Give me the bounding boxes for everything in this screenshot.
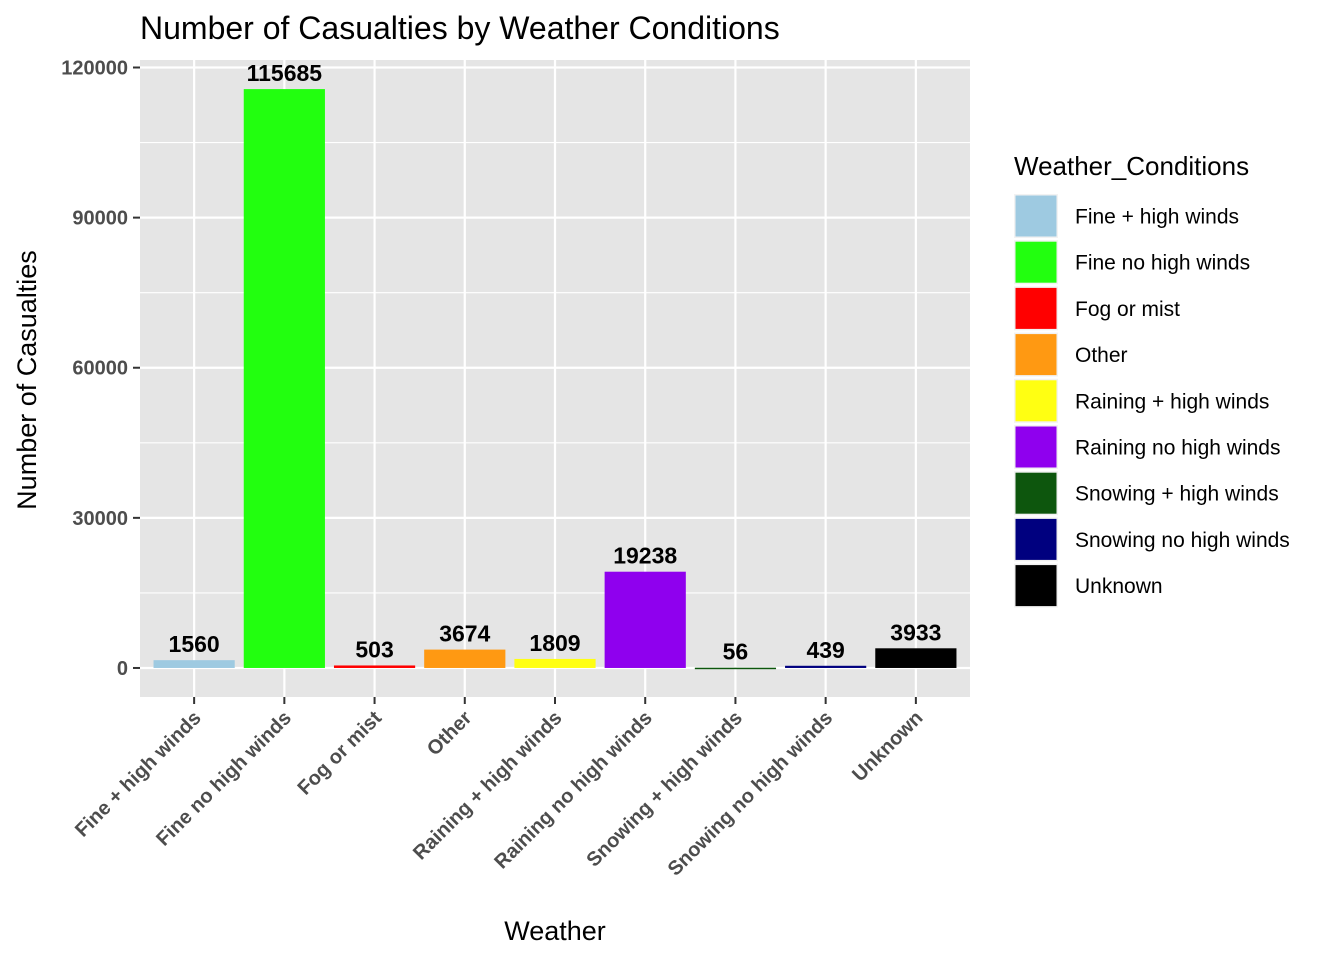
bar-snowing-high-winds xyxy=(694,667,777,670)
y-tick-label: 0 xyxy=(117,658,128,680)
y-tick-label: 60000 xyxy=(72,358,128,380)
data-label: 1560 xyxy=(169,631,220,657)
x-tick-label: Unknown xyxy=(848,707,927,786)
data-labels: 1560 115685 503 3674 1809 19238 56 439 3933 xyxy=(169,60,942,665)
y-tick-label: 30000 xyxy=(72,508,128,530)
legend-label: Fine no high winds xyxy=(1075,252,1250,275)
x-tick-label: Raining no high winds xyxy=(490,707,656,873)
legend-label: Fog or mist xyxy=(1075,298,1180,321)
legend-label: Fine + high winds xyxy=(1075,206,1239,229)
x-tick-label: Raining + high winds xyxy=(409,707,566,864)
legend-label: Snowing + high winds xyxy=(1075,483,1279,506)
bar-fine-no-high-winds xyxy=(243,89,325,668)
legend-swatch xyxy=(1015,518,1057,560)
y-tick-label: 120000 xyxy=(61,58,128,80)
legend-swatch xyxy=(1015,380,1057,422)
data-label: 439 xyxy=(806,637,844,663)
legend-swatch xyxy=(1015,241,1057,283)
x-tick-label: Snowing + high winds xyxy=(583,707,747,871)
legend-title: Weather_Conditions xyxy=(1014,151,1249,181)
bar-fine-high-winds xyxy=(153,660,235,668)
bar-fog-or-mist xyxy=(333,665,416,668)
legend-swatch xyxy=(1015,565,1057,607)
x-axis-title: Weather xyxy=(504,916,606,946)
x-tick-label: Fog or mist xyxy=(294,707,387,800)
legend-swatch xyxy=(1015,426,1057,468)
data-label: 56 xyxy=(723,639,749,665)
legend-label: Unknown xyxy=(1075,575,1163,598)
legend-swatch xyxy=(1015,472,1057,514)
bar-raining-no-high-winds xyxy=(604,571,686,668)
legend: Weather_Conditions Fine + high winds Fine… xyxy=(1014,151,1290,608)
data-label: 3674 xyxy=(439,621,490,647)
data-label: 503 xyxy=(355,636,393,662)
legend-swatch xyxy=(1015,287,1057,329)
legend-label: Snowing no high winds xyxy=(1075,529,1290,552)
x-tick-label: Other xyxy=(423,707,476,760)
y-tick-label: 90000 xyxy=(72,208,128,230)
bars xyxy=(153,89,957,670)
data-label: 19238 xyxy=(613,543,677,569)
x-tick-label: Snowing no high winds xyxy=(664,707,837,880)
legend-swatch xyxy=(1015,195,1057,237)
y-axis: 0 30000 60000 90000 120000 xyxy=(61,58,140,680)
data-label: 1809 xyxy=(529,630,580,656)
data-label: 115685 xyxy=(247,60,323,86)
data-label: 3933 xyxy=(890,619,941,645)
legend-label: Raining no high winds xyxy=(1075,437,1280,460)
legend-label: Other xyxy=(1075,344,1128,367)
bar-snowing-no-high-winds xyxy=(785,665,867,668)
bar-other xyxy=(424,649,506,668)
legend-label: Raining + high winds xyxy=(1075,390,1269,413)
legend-swatch xyxy=(1015,334,1057,376)
bar-raining-high-winds xyxy=(514,658,596,668)
y-axis-title: Number of Casualties xyxy=(12,250,42,510)
chart-title: Number of Casualties by Weather Conditio… xyxy=(140,10,780,46)
bar-unknown xyxy=(875,648,957,668)
